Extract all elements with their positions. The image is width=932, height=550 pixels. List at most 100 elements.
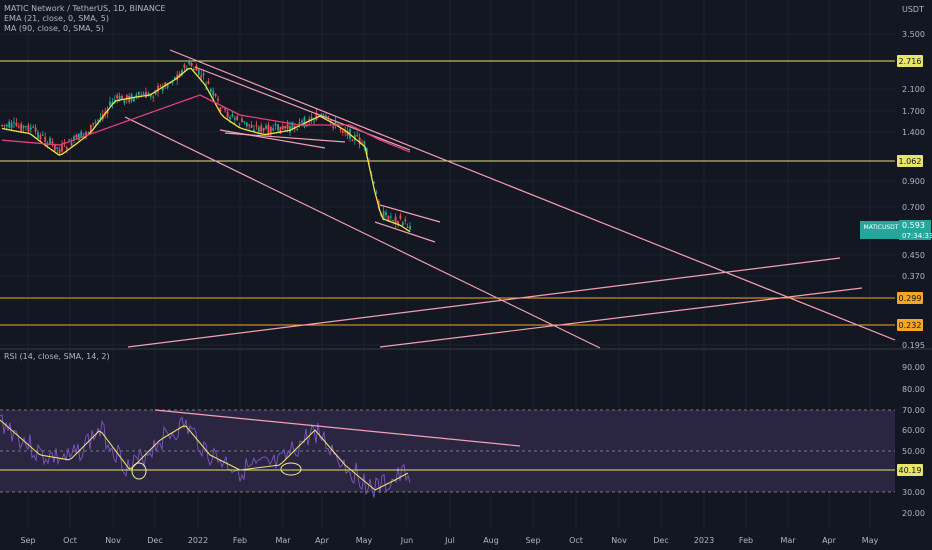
candle-body <box>111 102 114 105</box>
candle-body <box>37 132 39 139</box>
candle-body <box>387 216 390 221</box>
time-tick-label: Dec <box>653 536 668 545</box>
candle-body <box>214 93 217 97</box>
candle-body <box>188 61 191 65</box>
candle-body <box>68 139 71 141</box>
ma-legend: MA (90, close, 0, SMA, 5) <box>4 24 104 33</box>
candle-body <box>159 85 162 87</box>
ema-line <box>1 67 411 233</box>
candle-body <box>32 126 35 128</box>
candle-body <box>356 135 359 137</box>
time-tick-label: 2023 <box>694 536 714 545</box>
rsi-line <box>0 414 411 498</box>
rsi-circle-annotation <box>131 462 147 480</box>
level-badge <box>897 55 923 67</box>
candle-body <box>44 136 47 142</box>
candle-body <box>269 126 272 135</box>
candle-body <box>49 137 51 144</box>
candle-body <box>392 220 395 222</box>
candle-body <box>262 128 265 131</box>
candle-body <box>212 90 215 96</box>
time-tick-label: Nov <box>611 536 627 545</box>
candle-body <box>267 124 270 135</box>
candle-body <box>10 122 13 128</box>
candle-body <box>193 69 195 71</box>
price-tick-label: 0.700 <box>902 203 925 212</box>
candle-body <box>27 125 30 132</box>
candle-body <box>255 125 258 127</box>
candle-body <box>341 130 344 133</box>
candle-body <box>310 117 313 120</box>
candle-body <box>334 121 337 127</box>
time-tick-label: Jun <box>400 536 414 545</box>
candle-body <box>97 119 99 121</box>
candle-body <box>250 125 253 128</box>
candle-body <box>61 144 63 152</box>
candle-body <box>265 125 267 129</box>
trendline <box>169 49 896 341</box>
candle-body <box>20 123 23 132</box>
candle-body <box>219 107 222 112</box>
candle-body <box>253 129 255 132</box>
candle-body <box>128 96 131 103</box>
candle-body <box>51 141 54 144</box>
candle-body <box>94 122 97 124</box>
candle-body <box>320 114 323 116</box>
candle-body <box>34 127 37 132</box>
last-price-value: 0.593 <box>902 221 925 230</box>
level-badge-text: 0.232 <box>899 321 922 330</box>
time-tick-label: Feb <box>739 536 753 545</box>
candle-body <box>401 222 404 226</box>
candle-body <box>89 124 92 133</box>
candle-body <box>3 124 6 126</box>
candle-body <box>87 132 90 134</box>
candle-body <box>92 123 95 125</box>
candle-body <box>197 69 200 75</box>
candle-body <box>291 122 294 130</box>
candle-body <box>56 147 59 149</box>
candle-body <box>147 93 150 96</box>
candle-body <box>327 116 330 118</box>
candle-body <box>15 122 18 127</box>
candle-body <box>142 93 145 95</box>
candle-body <box>133 97 135 102</box>
ema-legend: EMA (21, close, 0, SMA, 5) <box>4 14 109 23</box>
candle-body <box>5 124 8 127</box>
price-axis: USDT 3.500 2.100 1.700 1.400 0.900 0.700 0.450 0… <box>20 5 932 545</box>
candle-body <box>260 125 263 132</box>
candle-body <box>274 124 277 126</box>
time-tick-label: Dec <box>147 536 162 545</box>
candle-body <box>284 125 287 129</box>
candle-body <box>339 128 342 130</box>
level-badge-text: 2.716 <box>899 57 922 66</box>
time-tick-label: Sep <box>525 536 540 545</box>
candle-body <box>25 126 27 128</box>
candle-body <box>121 96 123 100</box>
candle-body <box>272 128 275 131</box>
candle-body <box>195 65 198 71</box>
rsi-tick-label: 20.00 <box>902 509 925 518</box>
time-tick-label: Sep <box>20 536 35 545</box>
candle-body <box>298 122 301 126</box>
candle-body <box>226 111 229 117</box>
time-tick-label: Aug <box>483 536 499 545</box>
candle-body <box>368 160 371 163</box>
currency-label: USDT <box>902 5 924 14</box>
candle-body <box>29 127 32 130</box>
candle-body <box>325 115 327 118</box>
time-tick-label: Oct <box>569 536 583 545</box>
candle-body <box>404 219 407 222</box>
trendline <box>224 132 346 143</box>
candle-body <box>85 132 87 136</box>
candle-body <box>241 118 243 123</box>
time-tick-label: Mar <box>275 536 291 545</box>
level-badge <box>897 319 923 331</box>
trendline <box>374 221 436 243</box>
candle-body <box>149 94 152 97</box>
candle-body <box>82 133 85 135</box>
time-tick-label: 2022 <box>188 536 208 545</box>
candle-body <box>231 114 234 117</box>
candle-body <box>351 140 354 142</box>
trendline <box>124 116 601 349</box>
